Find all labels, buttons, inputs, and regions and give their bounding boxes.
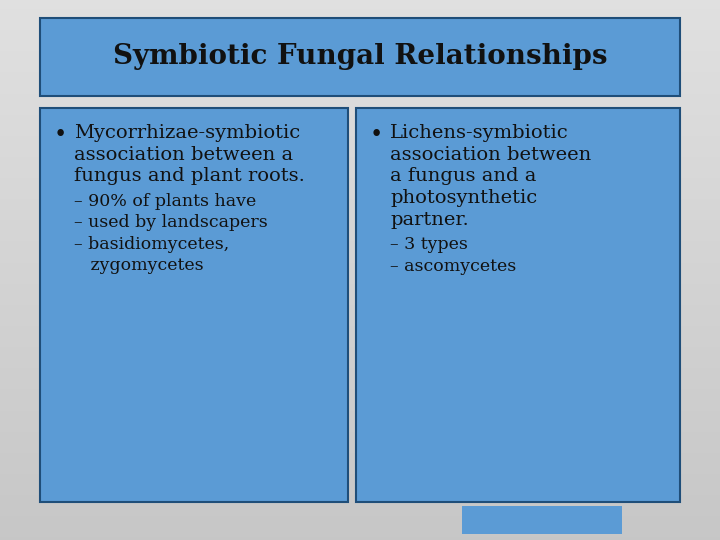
Text: •: •: [370, 124, 383, 146]
Text: Lichens-symbiotic: Lichens-symbiotic: [390, 124, 569, 142]
FancyBboxPatch shape: [40, 18, 680, 96]
Text: – 90% of plants have: – 90% of plants have: [74, 193, 256, 210]
Text: zygomycetes: zygomycetes: [74, 257, 204, 274]
Text: photosynthetic: photosynthetic: [390, 189, 537, 207]
Text: fungus and plant roots.: fungus and plant roots.: [74, 167, 305, 185]
Text: – basidiomycetes,: – basidiomycetes,: [74, 235, 229, 253]
FancyBboxPatch shape: [356, 108, 680, 502]
Text: association between: association between: [390, 146, 591, 164]
Text: Symbiotic Fungal Relationships: Symbiotic Fungal Relationships: [113, 44, 607, 71]
FancyBboxPatch shape: [462, 506, 622, 534]
Text: •: •: [54, 124, 67, 146]
Text: – 3 types: – 3 types: [390, 237, 468, 253]
Text: partner.: partner.: [390, 211, 469, 229]
Text: Mycorrhizae-symbiotic: Mycorrhizae-symbiotic: [74, 124, 300, 142]
Text: a fungus and a: a fungus and a: [390, 167, 536, 185]
Text: association between a: association between a: [74, 146, 293, 164]
FancyBboxPatch shape: [40, 108, 348, 502]
Text: – used by landscapers: – used by landscapers: [74, 214, 268, 231]
Text: – ascomycetes: – ascomycetes: [390, 258, 516, 275]
